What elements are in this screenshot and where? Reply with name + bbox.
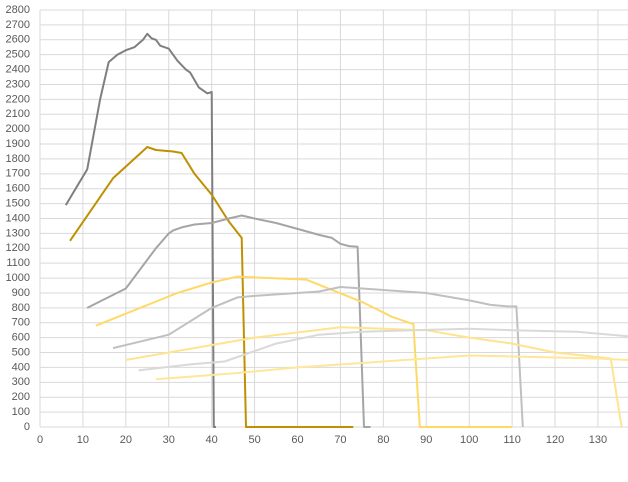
series-line [112,286,524,428]
y-tick-label: 2200 [6,93,30,105]
y-tick-label: 400 [12,361,30,373]
y-tick-label: 300 [12,376,30,388]
y-tick-label: 600 [12,332,30,344]
y-tick-label: 1900 [6,138,30,150]
x-tick-label: 130 [589,434,607,446]
y-tick-label: 1400 [6,212,30,224]
series-line [155,354,628,381]
series-line [95,275,513,428]
y-tick-label: 2400 [6,63,30,75]
y-tick-label: 1100 [6,257,30,269]
series-line [86,214,371,428]
y-tick-label: 2000 [6,123,30,135]
y-tick-label: 1200 [6,242,30,254]
series-line [64,32,216,428]
series-line [138,327,628,372]
y-tick-label: 900 [12,287,30,299]
x-tick-label: 100 [460,434,478,446]
x-tick-label: 30 [163,434,175,446]
x-tick-label: 20 [120,434,132,446]
y-tick-label: 2800 [6,4,30,16]
series-line [69,146,354,428]
x-tick-label: 10 [77,434,89,446]
y-tick-label: 1600 [6,183,30,195]
y-tick-label: 2600 [6,34,30,46]
x-tick-label: 80 [377,434,389,446]
x-tick-label: 50 [248,434,260,446]
x-tick-label: 110 [503,434,521,446]
y-tick-label: 500 [12,346,30,358]
x-tick-label: 0 [37,434,43,446]
y-tick-label: 1700 [6,168,30,180]
series-line [125,326,623,428]
y-tick-label: 700 [12,317,30,329]
y-tick-label: 2500 [6,49,30,61]
y-tick-label: 800 [12,302,30,314]
y-tick-label: 100 [12,406,30,418]
y-tick-label: 0 [24,421,30,433]
y-tick-label: 2300 [6,78,30,90]
y-tick-label: 2700 [6,19,30,31]
y-tick-label: 200 [12,391,30,403]
x-tick-label: 40 [206,434,218,446]
y-tick-label: 1500 [6,198,30,210]
x-tick-label: 90 [420,434,432,446]
y-tick-label: 1800 [6,153,30,165]
x-tick-label: 120 [546,434,564,446]
y-tick-label: 1000 [6,272,30,284]
x-tick-label: 70 [334,434,346,446]
x-tick-label: 60 [291,434,303,446]
y-tick-label: 2100 [6,108,30,120]
y-tick-label: 1300 [6,227,30,239]
